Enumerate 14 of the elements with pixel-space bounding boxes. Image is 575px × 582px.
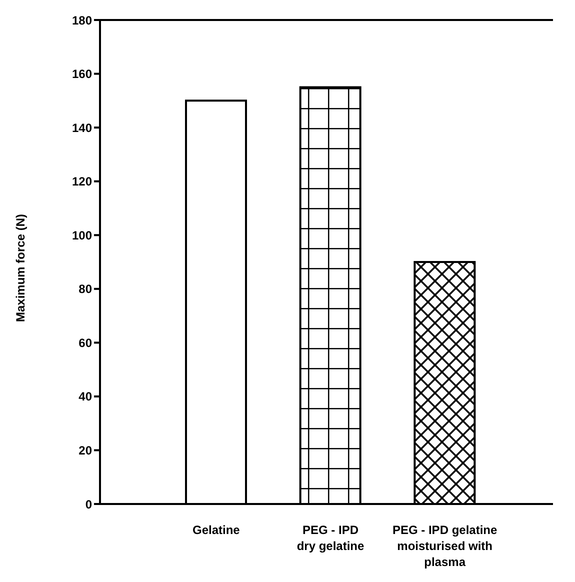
- y-tick-label: 120: [72, 174, 92, 189]
- y-axis-title: Maximum force (N): [13, 214, 28, 322]
- y-tick-label: 60: [78, 336, 92, 350]
- x-tick-label: PEG - IPD gelatine moisturised with plasma: [392, 523, 498, 569]
- x-tick-label: PEG - IPD dry gelatine: [296, 523, 364, 553]
- y-tick-label: 160: [72, 67, 92, 82]
- y-tick-label: 100: [72, 228, 92, 242]
- y-tick-label: 0: [85, 497, 92, 512]
- y-tick-label: 20: [78, 443, 92, 458]
- y-tick-label: 80: [78, 282, 92, 296]
- x-tick-label: Gelatine: [192, 523, 240, 537]
- y-tick-label: 140: [72, 120, 92, 135]
- y-tick-label: 180: [72, 13, 92, 28]
- y-tick-label: 40: [78, 390, 92, 404]
